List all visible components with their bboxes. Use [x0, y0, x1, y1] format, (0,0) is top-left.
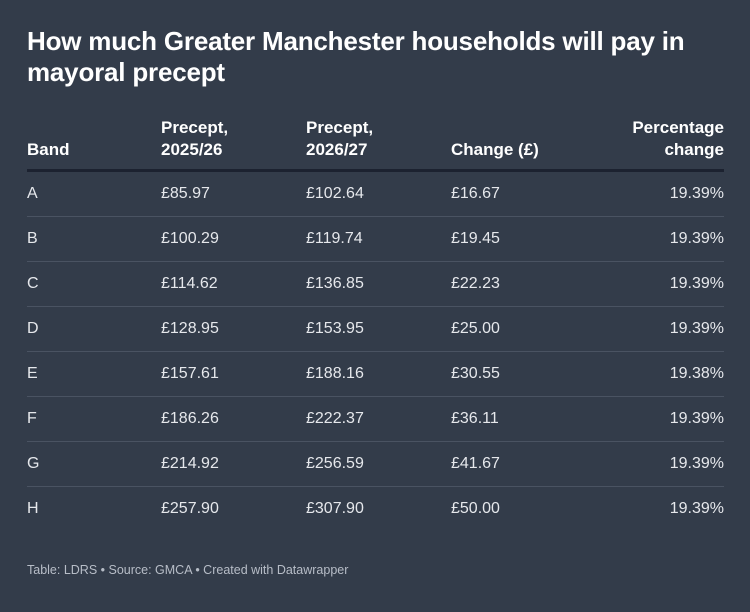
cell-precept-2025-26: £257.90: [161, 500, 219, 517]
column-header-percentage-change: Percentage change: [596, 117, 724, 172]
cell-percentage-change: 19.39%: [669, 500, 724, 517]
cell-change: £30.55: [451, 351, 596, 397]
cell-precept-2025-26: £85.97: [161, 170, 306, 217]
cell-change: £25.00: [451, 306, 596, 352]
cell-precept-2026-27: £102.64: [306, 170, 451, 217]
cell-precept-2026-27: £307.90: [306, 500, 364, 517]
table-row: A £85.97 £102.64 £16.67 19.39%: [27, 170, 724, 217]
cell-band: C: [27, 261, 161, 307]
cell-band: F: [27, 396, 161, 442]
cell-precept-2026-27: £136.85: [306, 261, 451, 307]
table-row: H £257.90 £307.90 £50.00 19.39%: [27, 487, 724, 532]
cell-percentage-change: 19.39%: [596, 261, 724, 307]
cell-percentage-change: 19.39%: [596, 441, 724, 487]
cell-percentage-change: 19.39%: [596, 396, 724, 442]
cell-band: D: [27, 306, 161, 352]
chart-title: How much Greater Manchester households w…: [27, 26, 685, 87]
cell-change: £22.23: [451, 261, 596, 307]
cell-precept-2026-27: £256.59: [306, 441, 451, 487]
cell-precept-2025-26: £186.26: [161, 396, 306, 442]
cell-precept-2025-26: £114.62: [161, 261, 306, 307]
cell-change: £41.67: [451, 441, 596, 487]
column-header-change: Change (£): [451, 117, 596, 172]
cell-band: B: [27, 216, 161, 262]
cell-band: A: [27, 170, 161, 217]
cell-precept-2025-26: £100.29: [161, 216, 306, 262]
cell-band: G: [27, 441, 161, 487]
table-row: C £114.62 £136.85 £22.23 19.39%: [27, 261, 724, 307]
column-header-band: Band: [27, 117, 161, 172]
table-row: E £157.61 £188.16 £30.55 19.38%: [27, 351, 724, 397]
cell-band: E: [27, 351, 161, 397]
cell-change: £16.67: [451, 170, 596, 217]
cell-precept-2025-26: £214.92: [161, 441, 306, 487]
cell-change: £36.11: [451, 396, 596, 442]
table-row: F £186.26 £222.37 £36.11 19.39%: [27, 396, 724, 442]
cell-precept-2026-27: £188.16: [306, 351, 451, 397]
cell-precept-2026-27: £153.95: [306, 306, 451, 352]
cell-band: H: [27, 500, 39, 517]
table-body: A £85.97 £102.64 £16.67 19.39% B £100.29 £119.7…: [27, 170, 724, 532]
cell-change: £19.45: [451, 216, 596, 262]
cell-precept-2026-27: £119.74: [306, 216, 451, 262]
cell-precept-2025-26: £157.61: [161, 351, 306, 397]
cell-percentage-change: 19.38%: [596, 351, 724, 397]
table-row: B £100.29 £119.74 £19.45 19.39%: [27, 216, 724, 262]
cell-change: £50.00: [451, 500, 500, 517]
table-chart: How much Greater Manchester households w…: [27, 26, 724, 531]
table-row: D £128.95 £153.95 £25.00 19.39%: [27, 306, 724, 352]
table-row: G £214.92 £256.59 £41.67 19.39%: [27, 441, 724, 487]
cell-percentage-change: 19.39%: [596, 306, 724, 352]
column-header-precept-2026-27: Precept, 2026/27: [306, 117, 451, 172]
cell-percentage-change: 19.39%: [596, 170, 724, 217]
cell-percentage-change: 19.39%: [596, 216, 724, 262]
cell-precept-2026-27: £222.37: [306, 396, 451, 442]
data-table: Band Precept, 2025/26 Precept, 2026/27 Cha…: [27, 117, 724, 531]
column-header-precept-2025-26: Precept, 2025/26: [161, 117, 306, 172]
table-header-row: Band Precept, 2025/26 Precept, 2026/27 Cha…: [27, 117, 724, 172]
chart-footer: Table: LDRS • Source: GMCA • Created wit…: [27, 563, 349, 577]
cell-precept-2025-26: £128.95: [161, 306, 306, 352]
